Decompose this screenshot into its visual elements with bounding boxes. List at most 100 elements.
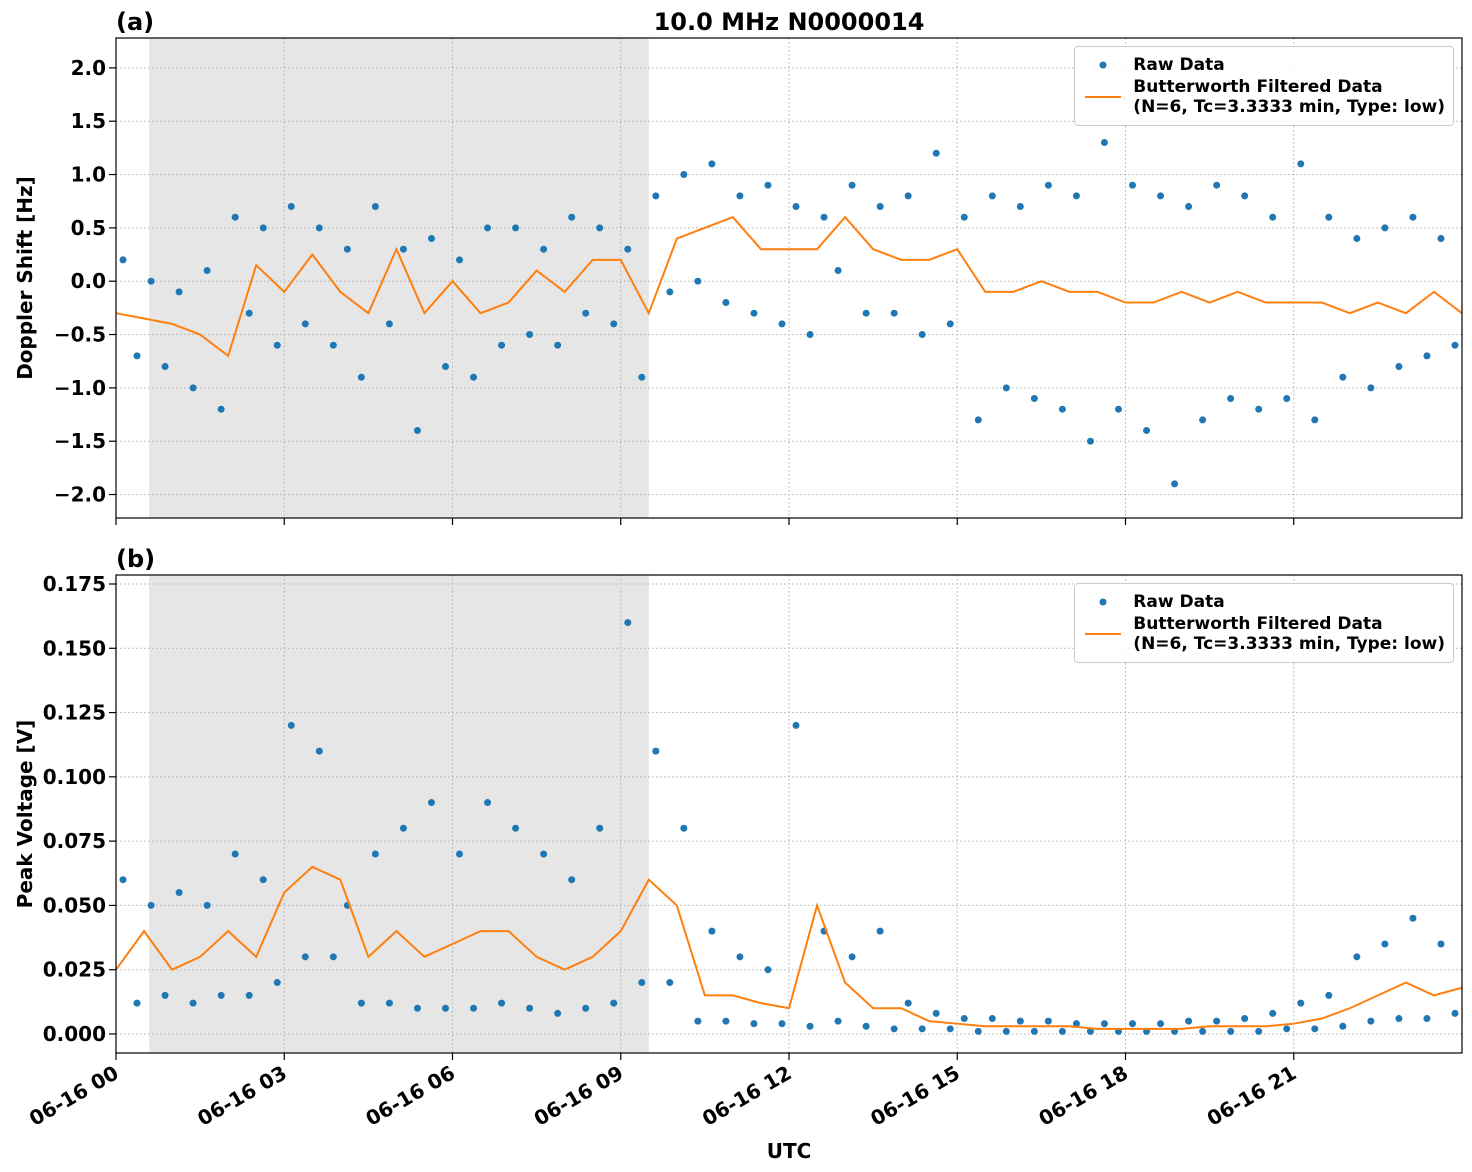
raw-point	[750, 1020, 758, 1028]
x-tick-label: 06-16 21	[1203, 1061, 1301, 1131]
raw-point	[708, 160, 716, 168]
x-tick-label: 06-16 15	[866, 1061, 964, 1131]
raw-point	[371, 203, 379, 211]
raw-point	[1185, 1017, 1193, 1025]
raw-point	[385, 320, 393, 328]
raw-point	[638, 373, 646, 381]
raw-point	[217, 991, 225, 999]
raw-point	[1129, 1020, 1137, 1028]
y-tick-label: 0.150	[43, 636, 106, 660]
filtered-line	[115, 865, 1463, 1030]
raw-point	[1381, 224, 1389, 232]
raw-point	[357, 373, 365, 381]
raw-point	[736, 192, 744, 200]
raw-point	[932, 1009, 940, 1017]
y-tick-label: 0.075	[43, 829, 106, 853]
raw-point	[231, 850, 239, 858]
raw-point	[1409, 914, 1417, 922]
raw-point	[890, 309, 898, 317]
raw-point	[498, 999, 506, 1007]
raw-point	[1241, 1015, 1249, 1023]
raw-point	[245, 309, 253, 317]
raw-point	[1002, 1027, 1010, 1035]
y-tick-label: −2.0	[54, 483, 106, 507]
raw-point	[133, 999, 141, 1007]
raw-point	[1437, 940, 1445, 948]
raw-point	[1297, 160, 1305, 168]
raw-point	[1213, 181, 1221, 189]
raw-point	[764, 181, 772, 189]
y-tick-label: 0.050	[43, 893, 106, 917]
legend-entry: Raw Data	[1083, 55, 1445, 75]
raw-point	[1030, 1027, 1038, 1035]
raw-point	[666, 979, 674, 987]
raw-point	[1058, 405, 1066, 413]
legend-entry: Butterworth Filtered Data (N=6, Tc=3.333…	[1083, 77, 1445, 117]
legend-label: Butterworth Filtered Data (N=6, Tc=3.333…	[1133, 77, 1445, 117]
raw-point	[1339, 373, 1347, 381]
raw-point	[1058, 1027, 1066, 1035]
raw-point	[1395, 1015, 1403, 1023]
raw-point	[147, 901, 155, 909]
raw-point	[694, 277, 702, 285]
x-tick-label: 06-16 06	[361, 1061, 459, 1131]
raw-point	[1269, 1009, 1277, 1017]
raw-point	[512, 824, 520, 832]
raw-point	[133, 352, 141, 360]
raw-point	[988, 1015, 996, 1023]
raw-point	[1395, 363, 1403, 371]
raw-point	[119, 876, 127, 884]
raw-point	[988, 192, 996, 200]
raw-point	[1423, 352, 1431, 360]
legend: Raw Data Butterworth Filtered Data (N=6, …	[1074, 583, 1454, 663]
y-tick-label: 0.5	[71, 216, 106, 240]
y-tick-label: −1.5	[54, 429, 106, 453]
raw-point	[820, 213, 828, 221]
raw-point	[834, 1017, 842, 1025]
raw-point	[470, 1004, 478, 1012]
raw-point	[1283, 395, 1291, 403]
raw-point	[512, 224, 520, 232]
raw-point	[315, 747, 323, 755]
y-tick-label: 1.5	[71, 109, 106, 133]
legend-key	[1099, 61, 1107, 69]
raw-point	[876, 203, 884, 211]
raw-point	[1185, 203, 1193, 211]
raw-point	[1451, 341, 1459, 349]
raw-point	[1367, 384, 1375, 392]
raw-point	[960, 1015, 968, 1023]
raw-point	[315, 224, 323, 232]
raw-point	[203, 901, 211, 909]
raw-point	[582, 1004, 590, 1012]
raw-point	[1227, 395, 1235, 403]
raw-point	[1339, 1022, 1347, 1030]
raw-point	[147, 277, 155, 285]
raw-point	[1157, 192, 1165, 200]
raw-point	[540, 245, 548, 253]
raw-point	[1325, 991, 1333, 999]
x-tick-label: 06-16 09	[530, 1061, 628, 1131]
raw-point	[554, 1009, 562, 1017]
raw-point	[1143, 427, 1151, 435]
y-tick-label: 0.175	[43, 572, 106, 596]
raw-point	[1100, 139, 1108, 147]
raw-point	[399, 245, 407, 253]
y-tick-label: 0.0	[71, 269, 106, 293]
y-tick-label: 0.025	[43, 958, 106, 982]
raw-point	[918, 331, 926, 339]
raw-point	[1199, 1027, 1207, 1035]
raw-point	[624, 619, 632, 627]
raw-point	[287, 203, 295, 211]
raw-point	[301, 953, 309, 961]
raw-point	[1367, 1017, 1375, 1025]
y-axis-label: Doppler Shift [Hz]	[13, 176, 37, 380]
raw-point	[231, 213, 239, 221]
legend-entry: Butterworth Filtered Data (N=6, Tc=3.333…	[1083, 614, 1445, 654]
legend-label: Raw Data	[1133, 592, 1225, 612]
raw-point	[540, 850, 548, 858]
raw-point	[1227, 1027, 1235, 1035]
shaded-span	[149, 575, 649, 1053]
axes-frame	[115, 37, 1463, 519]
legend-label: Raw Data	[1133, 55, 1225, 75]
raw-point	[1353, 235, 1361, 243]
